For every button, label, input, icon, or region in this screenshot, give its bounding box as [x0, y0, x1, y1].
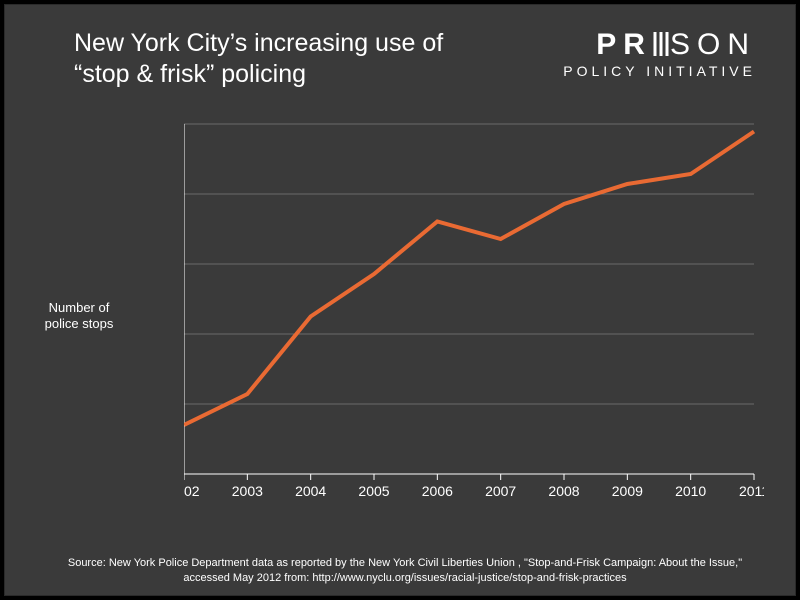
svg-text:2011: 2011: [739, 483, 764, 499]
logo-main: PR SON: [563, 30, 756, 60]
title-line-2: “stop & frisk” policing: [74, 60, 306, 88]
chart-plot: 0140,000280,000420,000560,000700,0002002…: [184, 114, 764, 504]
svg-text:2005: 2005: [358, 483, 389, 499]
svg-text:2010: 2010: [675, 483, 706, 499]
source-line-1: Source: New York Police Department data …: [68, 557, 742, 569]
slide: New York City’s increasing use of “stop …: [4, 4, 796, 596]
svg-text:2004: 2004: [295, 483, 326, 499]
logo-light: SON: [670, 28, 756, 61]
header: New York City’s increasing use of “stop …: [74, 28, 756, 91]
svg-text:2002: 2002: [184, 483, 200, 499]
svg-text:2006: 2006: [422, 483, 453, 499]
chart-title: New York City’s increasing use of “stop …: [74, 28, 443, 91]
svg-text:2008: 2008: [548, 483, 579, 499]
bars-icon: [653, 31, 669, 57]
source-line-2: accessed May 2012 from: http://www.nyclu…: [183, 572, 626, 584]
source-text: Source: New York Police Department data …: [54, 556, 756, 586]
logo-bold: PR: [596, 28, 652, 61]
svg-text:2009: 2009: [612, 483, 643, 499]
logo: PR SON POLICY INITIATIVE: [563, 28, 756, 79]
chart: Number of police stops 0140,000280,00042…: [34, 114, 774, 534]
title-line-1: New York City’s increasing use of: [74, 29, 443, 57]
svg-text:2003: 2003: [232, 483, 263, 499]
y-axis-title: Number of police stops: [34, 300, 124, 334]
logo-sub: POLICY INITIATIVE: [563, 63, 756, 79]
svg-text:2007: 2007: [485, 483, 516, 499]
